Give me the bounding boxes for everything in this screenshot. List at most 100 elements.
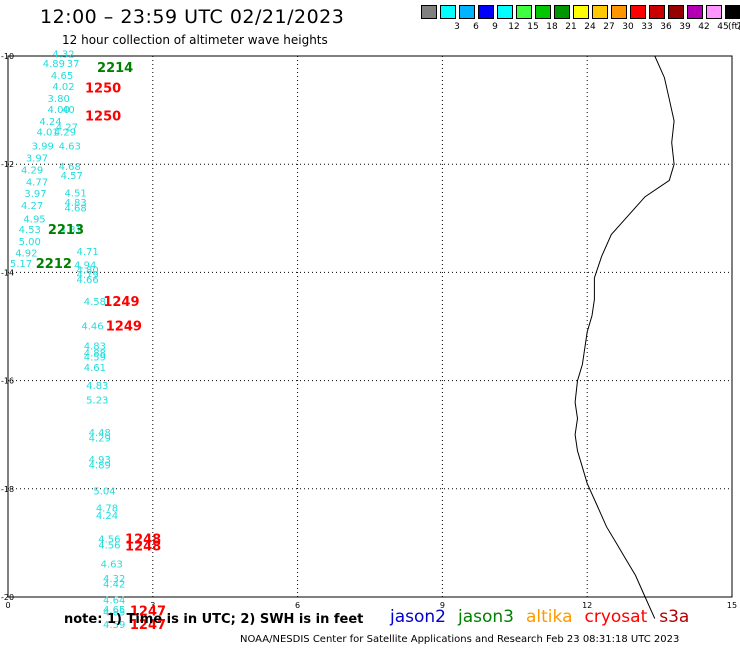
wave-height-value: 5.23	[86, 396, 108, 407]
legend-swatch	[706, 5, 722, 19]
pass-number-label: 1247	[130, 618, 166, 633]
x-tick-label: 9	[440, 601, 445, 610]
wave-height-value: 3.80	[48, 94, 70, 105]
wave-height-value: 4.65	[51, 71, 73, 82]
legend-swatch	[668, 5, 684, 19]
x-tick-label: 12	[582, 601, 592, 610]
wave-height-value: 5.04	[93, 486, 115, 497]
y-tick-label: -18	[1, 485, 14, 494]
wave-height-value: 4.32	[52, 49, 74, 60]
wave-height-value: 4.56	[98, 535, 120, 546]
wave-height-value: 4.59	[103, 620, 125, 631]
legend-swatch	[687, 5, 703, 19]
pass-number-label: 1250	[85, 110, 121, 125]
satellite-name: jason3	[458, 607, 514, 627]
wave-values: 4.324.89 374.654.023.804.00404.244.274.01…	[10, 49, 125, 631]
wave-height-value: 4.63	[101, 559, 123, 570]
wave-height-value: 4.94	[74, 260, 96, 271]
satellite-name: s3a	[659, 607, 690, 627]
wave-height-value: 4.89	[89, 460, 111, 471]
legend-swatch	[630, 5, 646, 19]
wave-height-value: 4.24	[96, 511, 118, 522]
credit-line: NOAA/NESDIS Center for Satellite Applica…	[240, 634, 680, 645]
y-tick-label: -14	[1, 268, 14, 277]
wave-height-value: 4.65	[103, 605, 125, 616]
legend-label: 30	[622, 22, 634, 32]
wave-height-value: 4.59	[84, 352, 106, 363]
wave-height-value: 4.83	[86, 381, 108, 392]
pass-number-label: 1249	[103, 295, 139, 310]
legend-label: 9	[492, 22, 498, 32]
wave-height-value: 4.95	[23, 214, 45, 225]
pass-number-label: 2212	[36, 257, 72, 272]
wave-height-value: 4.61	[84, 363, 106, 374]
legend-swatch	[497, 5, 513, 19]
legend-unit: (ft)	[728, 22, 740, 32]
legend-label: 33	[641, 22, 653, 32]
wave-height-value: 4.24	[39, 117, 61, 128]
wave-height-value: 4.68	[59, 162, 81, 173]
satellite-legend: jason2 jason3 altika cryosat s3a	[390, 607, 701, 627]
legend-label: 39	[679, 22, 691, 32]
wave-height-value: 4.00	[48, 105, 70, 116]
pass-number-label: 2213	[48, 223, 84, 238]
legend-label: 36	[660, 22, 672, 32]
pass-number-label: 1247	[130, 605, 166, 620]
wave-height-value: 5.17	[10, 259, 32, 270]
wave-height-value: 4.83	[64, 198, 86, 209]
wave-height-value: 4.64	[103, 596, 125, 607]
page-title: 12:00 – 23:59 UTC 02/21/2023	[40, 6, 345, 28]
y-tick-label: -20	[1, 593, 14, 602]
wave-height-value: 4.32	[103, 574, 125, 585]
wave-height-value: 4.53	[19, 225, 41, 236]
wave-height-value: 3.99	[32, 141, 54, 152]
legend-label: 3	[454, 22, 460, 32]
wave-height-value: 4.93	[89, 455, 111, 466]
wave-height-value: 4.85	[103, 608, 125, 619]
coastline	[574, 55, 675, 619]
wave-height-value: 4.29	[54, 128, 76, 139]
legend-label: 70	[736, 22, 740, 32]
x-tick-label: 3	[150, 601, 155, 610]
legend-swatch	[725, 5, 740, 19]
axis-ticks: 0 3 6 9 12 15 -10 -12 -14 -16 -18 -20	[1, 52, 737, 610]
page-subtitle: 12 hour collection of altimeter wave hei…	[62, 33, 328, 47]
legend-swatch	[535, 5, 551, 19]
legend-swatch	[478, 5, 494, 19]
wave-height-value: 4.48	[89, 428, 111, 439]
wave-height-value: 4.78	[96, 504, 118, 515]
legend-label: 45	[717, 22, 729, 32]
legend-label: 12	[508, 22, 520, 32]
wave-height-value: 4.66	[77, 275, 99, 286]
wave-height-value: 4.83	[84, 341, 106, 352]
wave-height-value: 4.68	[64, 203, 86, 214]
wave-height-value: 4.01	[36, 128, 58, 139]
legend-label: 18	[546, 22, 558, 32]
wave-height-value: 4.88	[84, 348, 106, 359]
legend-swatch	[421, 5, 437, 19]
wave-height-value: 4.58	[84, 297, 106, 308]
legend-label: 21	[565, 22, 577, 32]
pass-number-label: 1249	[106, 319, 142, 334]
wave-height-value: 3.97	[24, 189, 46, 200]
legend-swatch	[573, 5, 589, 19]
x-tick-label: 6	[295, 601, 300, 610]
pass-number-label: 2214	[97, 61, 133, 76]
x-tick-label: 15	[727, 601, 737, 610]
satellite-name: altika	[526, 607, 573, 627]
wave-height-value: 4.71	[77, 247, 99, 258]
wave-height-value: 4.46	[81, 321, 103, 332]
wave-height-value: 4.77	[26, 178, 48, 189]
legend-label: 15	[527, 22, 539, 32]
wave-height-value: 4.27	[21, 201, 43, 212]
wave-height-value: 4.63	[59, 141, 81, 152]
wave-height-value: 37	[67, 59, 80, 70]
legend-swatch	[516, 5, 532, 19]
wave-height-value: 4.79	[77, 270, 99, 281]
map-grid	[8, 56, 732, 597]
legend-swatch	[611, 5, 627, 19]
wave-height-value: 4.80	[77, 266, 99, 277]
legend-label: 24	[584, 22, 596, 32]
wave-height-value: 4.27	[56, 122, 78, 133]
